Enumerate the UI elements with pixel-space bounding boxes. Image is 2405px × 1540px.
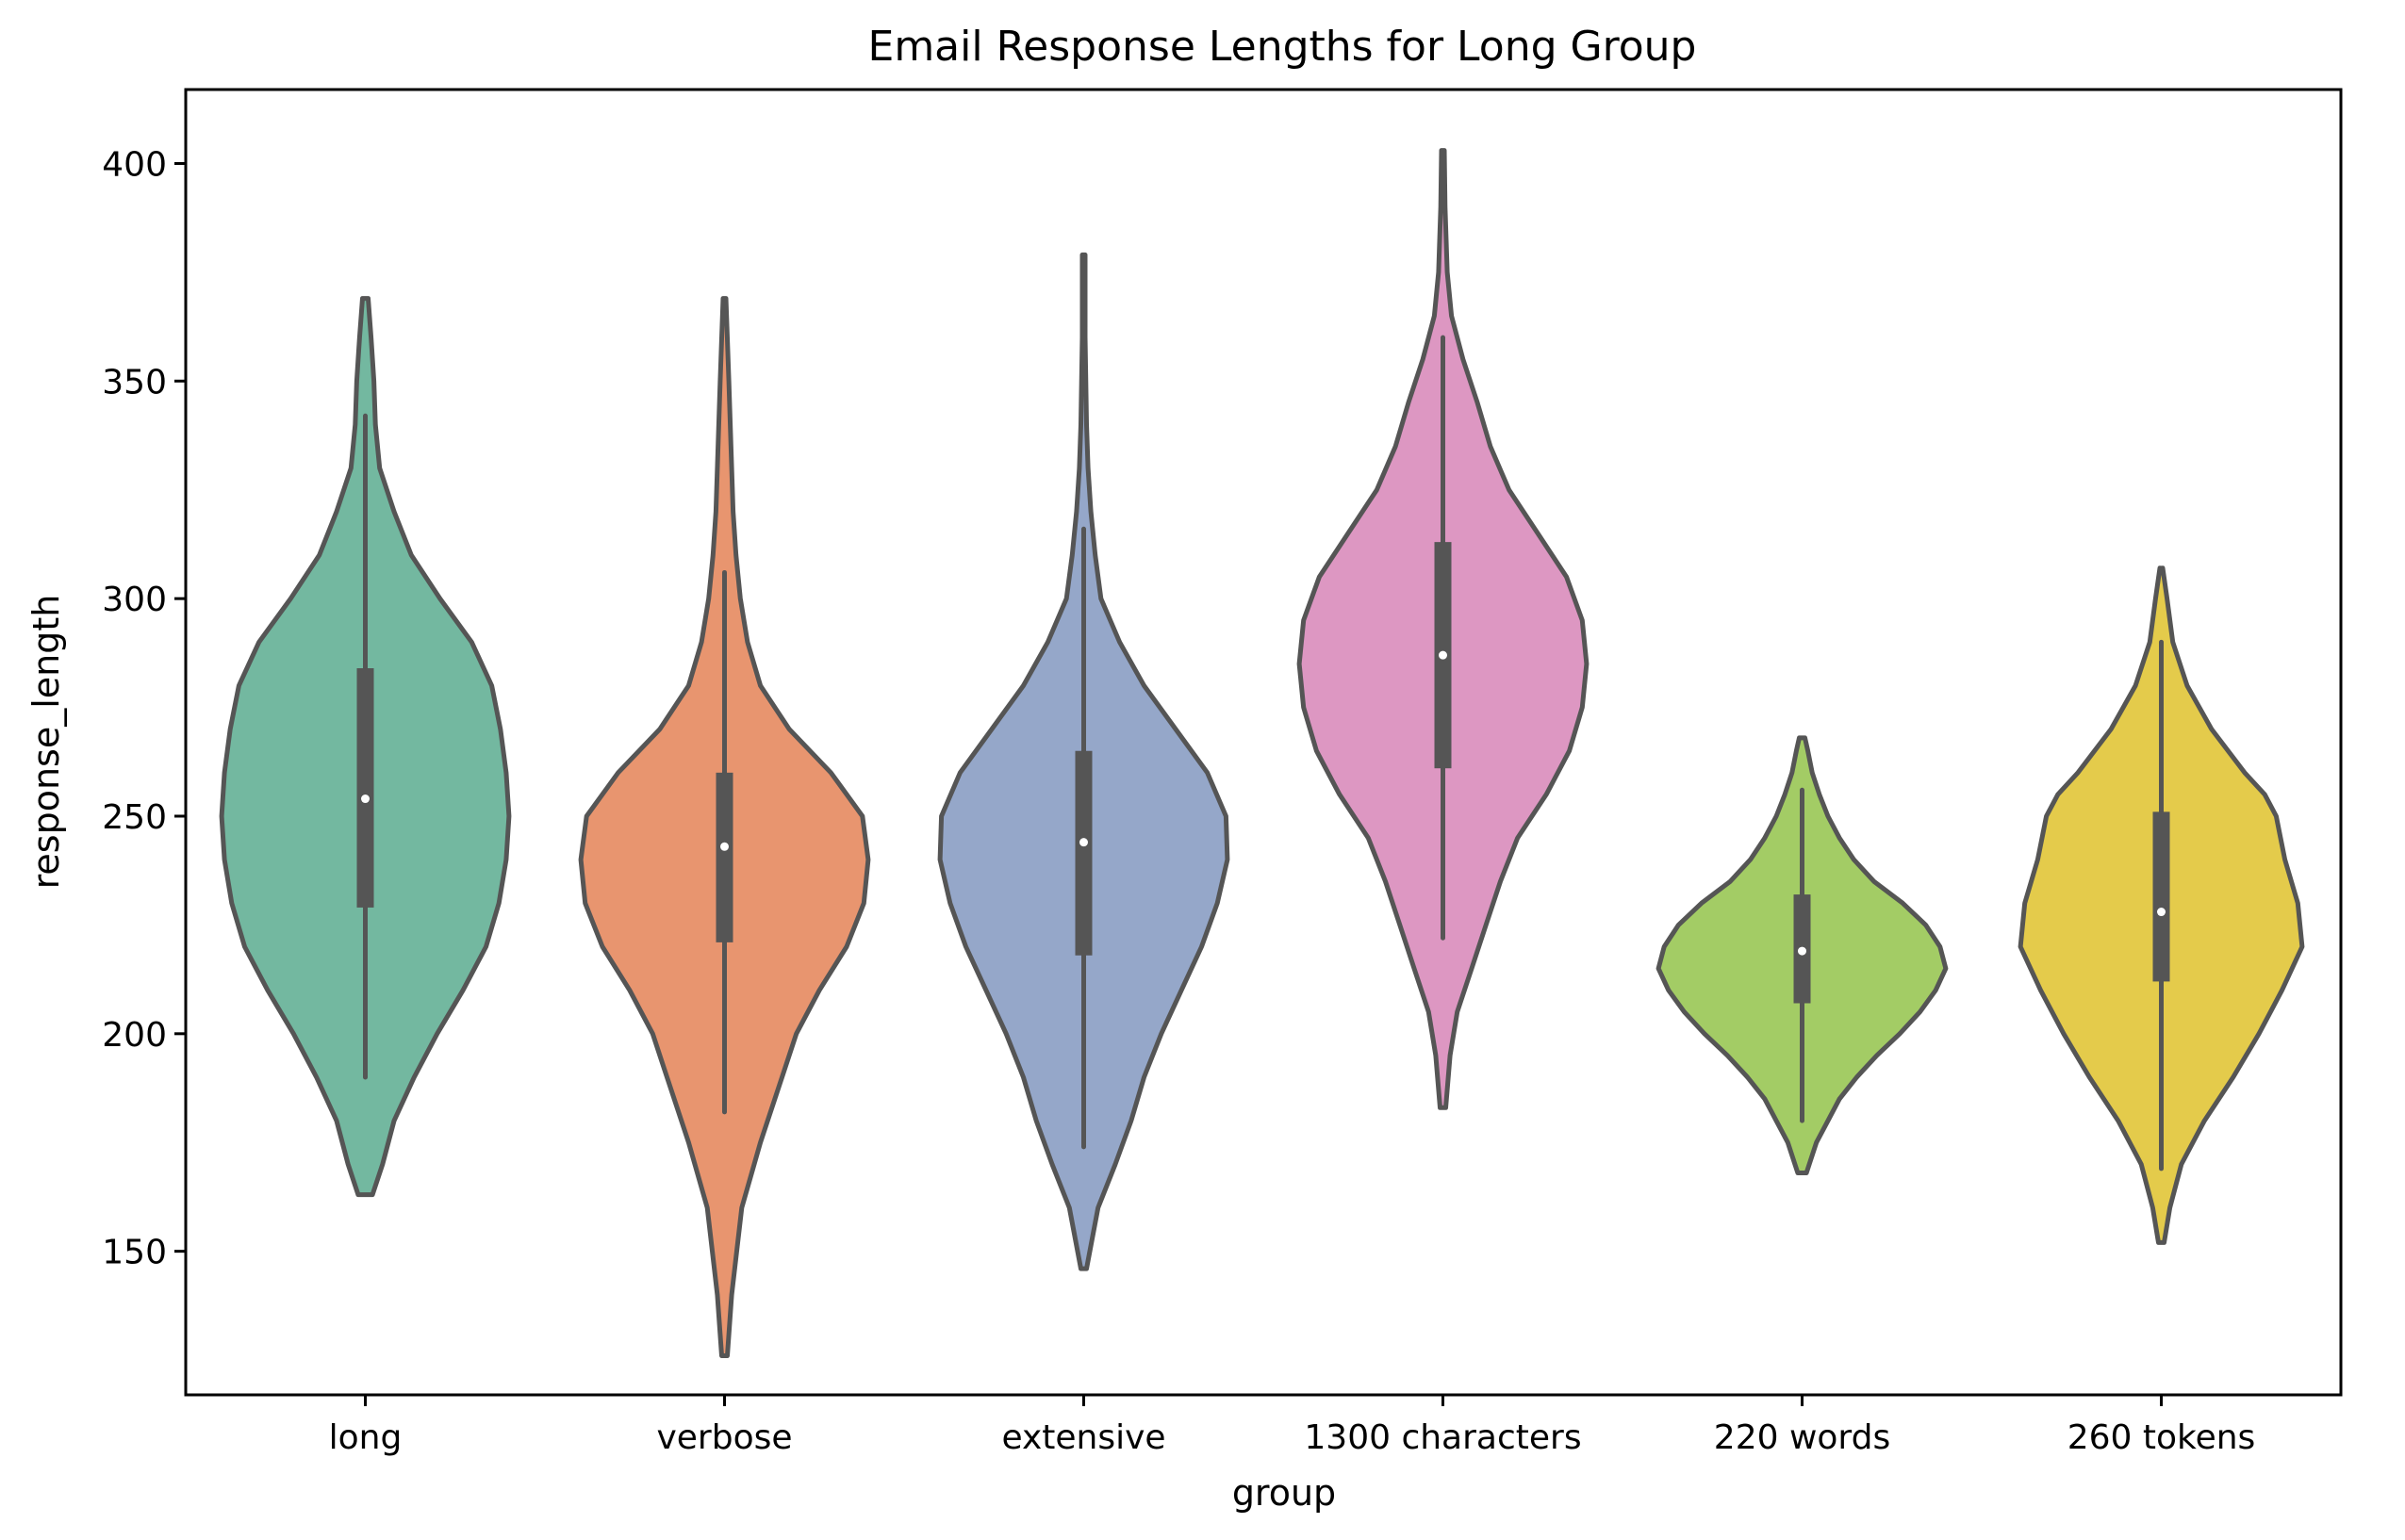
x-tick-label: 1300 characters — [1304, 1418, 1581, 1457]
x-axis: long verbose extensive 1300 characters 220 w… — [329, 1395, 2256, 1457]
violin-iqr-box — [2152, 811, 2170, 982]
violin-group — [219, 296, 512, 1198]
x-tick-label: extensive — [1001, 1418, 1165, 1457]
x-axis-label: group — [1232, 1472, 1336, 1514]
violin-median-point — [361, 795, 370, 804]
violin-group — [578, 296, 871, 1358]
violin-median-point — [2157, 908, 2166, 917]
y-axis: 150 200 250 300 350 400 — [102, 145, 186, 1272]
violin-median-point — [1798, 946, 1806, 956]
y-tick-label: 300 — [102, 581, 167, 619]
x-tick-label: long — [329, 1418, 403, 1457]
violin-group — [2018, 565, 2305, 1245]
x-tick-label: 260 tokens — [2067, 1418, 2256, 1457]
violin-median-point — [1439, 650, 1447, 660]
x-tick-label: 220 words — [1714, 1418, 1890, 1457]
violin-median-point — [720, 842, 729, 851]
y-tick-label: 350 — [102, 363, 167, 401]
y-tick-label: 200 — [102, 1016, 167, 1055]
violin-iqr-box — [356, 668, 374, 908]
y-tick-label: 250 — [102, 798, 167, 837]
violin-iqr-box — [1075, 750, 1093, 956]
y-tick-label: 400 — [102, 145, 167, 184]
violin-group — [937, 252, 1230, 1271]
y-tick-label: 150 — [102, 1234, 167, 1272]
violin-group — [1296, 148, 1590, 1110]
y-axis-label: response_length — [25, 595, 67, 890]
plot-frame — [184, 88, 2343, 1397]
violin-iqr-box — [716, 772, 733, 942]
chart-title: Email Response Lengths for Long Group — [868, 23, 1697, 71]
violin-median-point — [1079, 838, 1088, 847]
violins-layer — [219, 148, 2305, 1358]
x-tick-label: verbose — [656, 1418, 792, 1457]
violin-group — [1655, 735, 1949, 1176]
